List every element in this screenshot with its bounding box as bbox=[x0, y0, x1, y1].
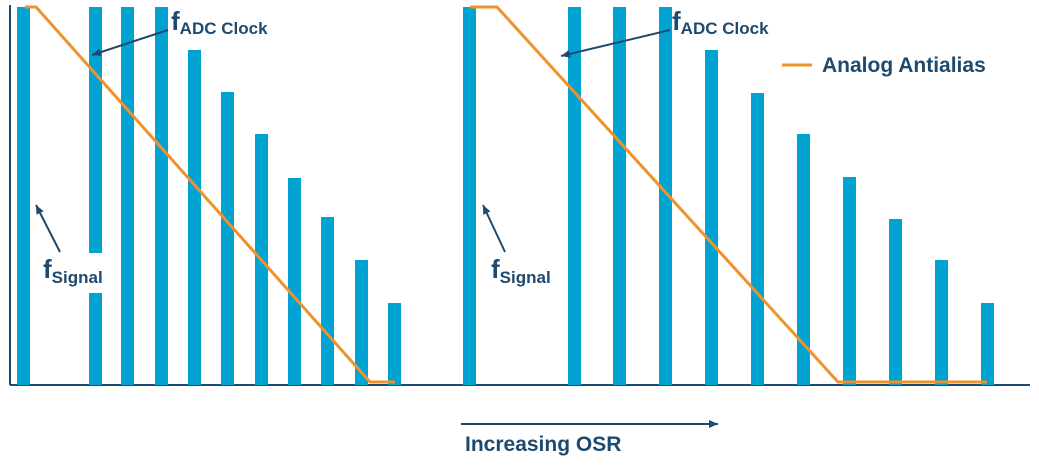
signal-arrow-panel-1 bbox=[35, 204, 61, 253]
antialias-curve-panel-2 bbox=[470, 5, 987, 384]
harmonic-bar bbox=[705, 50, 718, 385]
clock-label-main: f bbox=[171, 6, 180, 36]
harmonic-bar bbox=[121, 7, 134, 385]
signal-label-main: f bbox=[43, 254, 52, 284]
clock-bar-upper bbox=[89, 7, 102, 253]
harmonic-bar bbox=[751, 93, 764, 385]
legend-label: Analog Antialias bbox=[822, 54, 986, 77]
osr-axis-label: Increasing OSR bbox=[465, 433, 621, 456]
signal-bar bbox=[17, 7, 30, 385]
harmonic-bar bbox=[613, 7, 626, 385]
harmonic-bar bbox=[355, 260, 368, 385]
panel-2-bars bbox=[463, 7, 994, 385]
panel-1-bars bbox=[17, 7, 401, 385]
harmonic-bar bbox=[889, 219, 902, 385]
harmonic-bar bbox=[388, 303, 401, 385]
harmonic-bar bbox=[935, 260, 948, 385]
signal-label-panel-2: fSignal bbox=[491, 254, 551, 287]
harmonic-bar bbox=[659, 7, 672, 385]
harmonic-bar bbox=[981, 303, 994, 385]
clock-label-panel-2: fADC Clock bbox=[672, 6, 769, 38]
signal-label-sub: Signal bbox=[52, 268, 103, 287]
clock-label-main: f bbox=[672, 6, 681, 36]
legend: Analog Antialias bbox=[782, 54, 986, 77]
clock-label-sub: ADC Clock bbox=[681, 19, 769, 38]
clock-bar-lower bbox=[89, 293, 102, 385]
clock-label-panel-1: fADC Clock bbox=[171, 6, 268, 38]
clock-label-sub: ADC Clock bbox=[180, 19, 268, 38]
harmonic-bar bbox=[221, 92, 234, 385]
clock-arrow-panel-1 bbox=[91, 29, 169, 56]
harmonic-bar bbox=[797, 134, 810, 385]
harmonic-bar bbox=[288, 178, 301, 385]
signal-arrow-panel-2 bbox=[482, 204, 506, 253]
signal-label-panel-1: fSignal bbox=[43, 254, 103, 287]
harmonic-bar bbox=[155, 7, 168, 385]
signal-label-main: f bbox=[491, 254, 500, 284]
antialias-curve-panel-1 bbox=[25, 5, 395, 384]
harmonic-bar bbox=[843, 177, 856, 385]
signal-label-sub: Signal bbox=[500, 268, 551, 287]
clock-arrow-panel-2 bbox=[560, 29, 671, 58]
harmonic-bar bbox=[321, 217, 334, 385]
clock-bar bbox=[568, 7, 581, 385]
harmonic-bar bbox=[188, 50, 201, 385]
signal-bar bbox=[463, 7, 476, 385]
